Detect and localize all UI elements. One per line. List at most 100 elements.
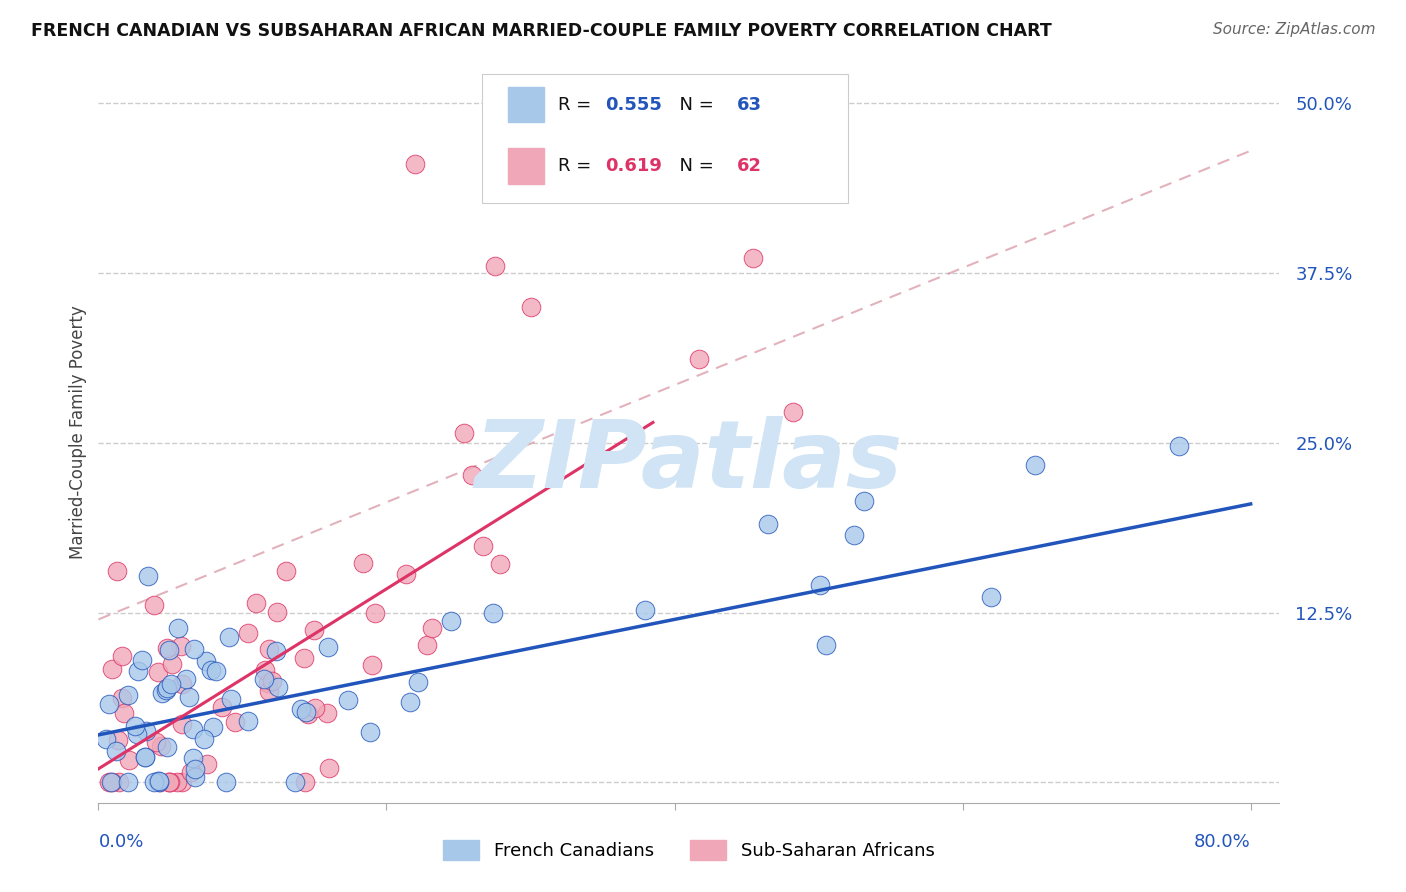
Point bbox=[193, 731, 215, 746]
Point bbox=[488, 557, 510, 571]
Point bbox=[290, 701, 312, 715]
Point bbox=[155, 641, 177, 656]
Point bbox=[318, 761, 340, 775]
Point bbox=[808, 578, 831, 592]
Point bbox=[183, 722, 205, 736]
Point bbox=[180, 765, 202, 780]
Point bbox=[453, 426, 475, 441]
Point bbox=[107, 733, 129, 747]
Point bbox=[174, 673, 197, 687]
Point bbox=[404, 157, 426, 171]
Point bbox=[148, 775, 170, 789]
Point bbox=[97, 775, 120, 789]
Text: 63: 63 bbox=[737, 95, 762, 113]
Point bbox=[111, 690, 134, 705]
Point bbox=[96, 732, 118, 747]
Text: 0.619: 0.619 bbox=[605, 157, 662, 175]
Point bbox=[782, 405, 804, 419]
Point bbox=[264, 644, 287, 658]
Point bbox=[184, 762, 207, 776]
Text: 0.0%: 0.0% bbox=[98, 833, 143, 851]
Point bbox=[104, 744, 127, 758]
Point bbox=[395, 567, 418, 582]
Point bbox=[316, 706, 339, 720]
Point bbox=[472, 539, 495, 553]
Point bbox=[337, 693, 360, 707]
Point bbox=[294, 775, 316, 789]
Point bbox=[224, 714, 246, 729]
Point bbox=[157, 775, 180, 789]
Text: Source: ZipAtlas.com: Source: ZipAtlas.com bbox=[1212, 22, 1375, 37]
Point bbox=[155, 682, 177, 697]
Point bbox=[143, 598, 166, 612]
Point bbox=[297, 706, 319, 721]
Point bbox=[127, 727, 149, 741]
Point bbox=[361, 657, 384, 672]
Point bbox=[484, 259, 506, 273]
Point bbox=[218, 630, 240, 644]
Point bbox=[157, 775, 180, 789]
Point bbox=[149, 775, 172, 789]
Bar bbox=[508, 148, 544, 184]
Point bbox=[304, 701, 326, 715]
Point bbox=[111, 648, 134, 663]
Point bbox=[146, 665, 169, 680]
Point bbox=[145, 735, 167, 749]
Point bbox=[177, 690, 200, 705]
Point bbox=[236, 714, 259, 728]
Point bbox=[170, 717, 193, 731]
Point bbox=[274, 564, 297, 578]
Point bbox=[138, 569, 160, 583]
Point bbox=[359, 725, 381, 739]
Point bbox=[420, 621, 443, 635]
Point bbox=[117, 775, 139, 789]
Point bbox=[100, 775, 122, 789]
Point bbox=[135, 723, 157, 738]
Point bbox=[519, 300, 541, 314]
Point bbox=[205, 665, 228, 679]
Point bbox=[200, 663, 222, 677]
Point bbox=[364, 606, 387, 620]
Point bbox=[172, 775, 194, 789]
Point bbox=[257, 676, 280, 690]
FancyBboxPatch shape bbox=[482, 73, 848, 203]
Point bbox=[266, 605, 288, 619]
Point bbox=[316, 640, 339, 654]
Point bbox=[406, 675, 429, 690]
Point bbox=[167, 621, 190, 635]
Text: 62: 62 bbox=[737, 157, 762, 175]
Point bbox=[253, 663, 276, 677]
Text: 80.0%: 80.0% bbox=[1194, 833, 1251, 851]
Point bbox=[295, 705, 318, 719]
Point bbox=[498, 130, 520, 145]
Point bbox=[148, 774, 170, 789]
Point bbox=[112, 706, 135, 721]
Point bbox=[214, 775, 236, 789]
Point bbox=[160, 677, 183, 691]
Point bbox=[98, 697, 121, 711]
Point bbox=[131, 653, 153, 667]
Point bbox=[194, 654, 217, 668]
Point bbox=[118, 753, 141, 767]
Point bbox=[201, 720, 224, 734]
Point bbox=[183, 642, 205, 657]
Bar bbox=[508, 87, 544, 122]
Point bbox=[143, 775, 166, 789]
Point bbox=[170, 639, 193, 653]
Legend: French Canadians, Sub-Saharan Africans: French Canadians, Sub-Saharan Africans bbox=[443, 839, 935, 861]
Point bbox=[211, 699, 233, 714]
Point bbox=[245, 595, 267, 609]
Point bbox=[461, 468, 484, 483]
Point bbox=[842, 528, 865, 542]
Point bbox=[304, 624, 326, 638]
Text: 0.555: 0.555 bbox=[605, 95, 662, 113]
Point bbox=[134, 750, 156, 764]
Point bbox=[181, 751, 204, 765]
Point bbox=[815, 638, 838, 652]
Point bbox=[157, 643, 180, 657]
Text: FRENCH CANADIAN VS SUBSAHARAN AFRICAN MARRIED-COUPLE FAMILY POVERTY CORRELATION : FRENCH CANADIAN VS SUBSAHARAN AFRICAN MA… bbox=[31, 22, 1052, 40]
Point bbox=[688, 352, 710, 367]
Point bbox=[267, 680, 290, 694]
Point bbox=[741, 251, 763, 265]
Point bbox=[150, 739, 173, 754]
